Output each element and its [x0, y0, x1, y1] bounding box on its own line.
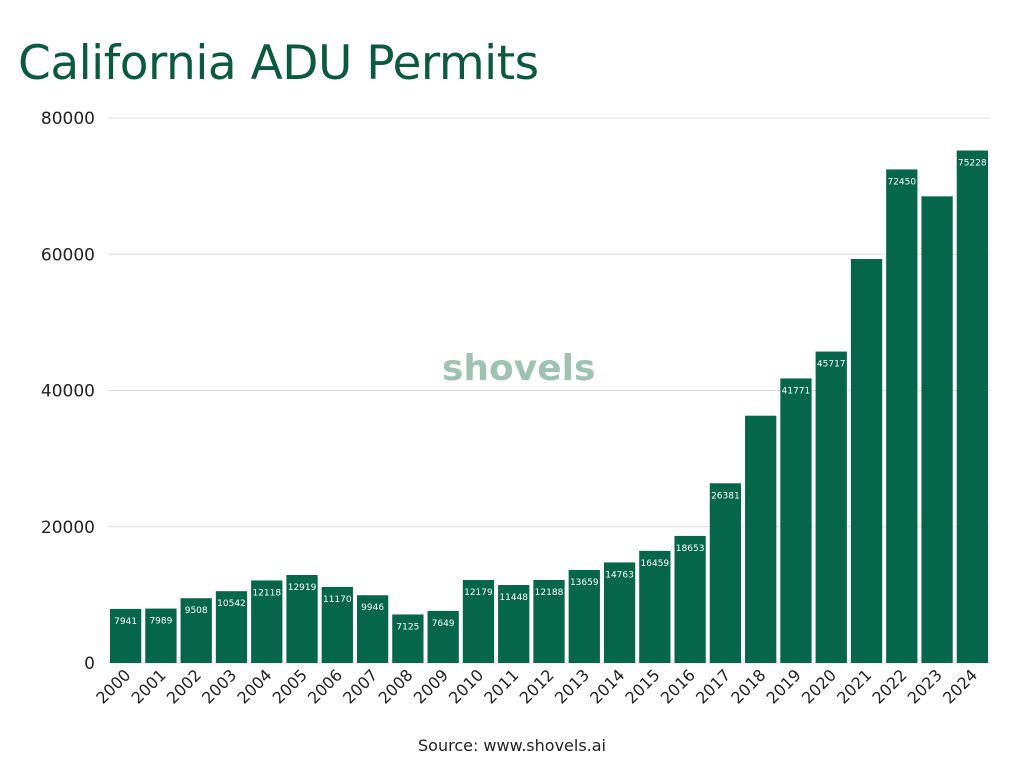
data-label-2015: 16459 [641, 559, 670, 569]
x-tick-label-2016: 2016 [657, 665, 699, 707]
x-tick-label-2001: 2001 [128, 665, 170, 707]
bar-2017 [709, 483, 742, 663]
y-tick-label: 0 [84, 654, 95, 674]
x-tick-label-2015: 2015 [621, 665, 663, 707]
data-label-2019: 41771 [782, 386, 811, 396]
x-tick-label-2008: 2008 [374, 665, 416, 707]
data-label-2010: 12179 [464, 588, 493, 598]
x-tick-label-2018: 2018 [727, 665, 769, 707]
source-note: Source: www.shovels.ai [418, 736, 606, 755]
bar-2013 [568, 569, 600, 663]
bar-2010 [462, 580, 495, 663]
data-label-2005: 12919 [288, 583, 317, 593]
shovels-logo-icon: shovels [442, 348, 595, 389]
bar-2014 [603, 562, 636, 663]
bars [110, 150, 988, 663]
x-tick-label-2022: 2022 [868, 665, 910, 707]
data-label-2002: 9508 [185, 606, 208, 616]
bar-2007 [356, 595, 389, 663]
bar-2002 [180, 598, 212, 663]
x-tick-label-2007: 2007 [339, 665, 381, 707]
watermark-text: shovels [442, 348, 595, 389]
bar-2024 [956, 150, 988, 663]
data-label-2009: 7649 [432, 619, 455, 629]
shovels-watermark-logo: shovels [442, 346, 602, 400]
x-tick-label-2024: 2024 [939, 665, 981, 707]
bar-2021 [850, 259, 883, 663]
x-tick-label-2012: 2012 [516, 665, 558, 707]
x-axis-ticks: 2000200120022003200420052006200720082009… [92, 665, 981, 707]
x-tick-label-2002: 2002 [163, 665, 205, 707]
data-label-2004: 12118 [252, 588, 281, 598]
bar-2020 [815, 351, 847, 663]
x-tick-label-2009: 2009 [410, 665, 452, 707]
x-tick-label-2003: 2003 [198, 665, 240, 707]
data-label-2003: 10542 [217, 599, 246, 609]
data-label-2006: 11170 [323, 595, 352, 605]
y-axis-ticks: 0 20000 40000 60000 80000 [41, 109, 95, 674]
x-tick-label-2010: 2010 [445, 665, 487, 707]
data-labels: 7941 7989 9508 10542 12118 12919 11170 9946 7125… [114, 159, 987, 633]
y-tick-label: 40000 [41, 382, 95, 402]
bar-2019 [780, 378, 812, 663]
x-tick-label-2004: 2004 [233, 665, 275, 707]
y-tick-label: 20000 [41, 518, 95, 538]
bar-2008 [392, 614, 424, 663]
data-label-2000: 7941 [114, 617, 137, 627]
bar-2006 [321, 586, 353, 663]
x-tick-label-2006: 2006 [304, 665, 346, 707]
bar-2016 [674, 535, 706, 663]
x-tick-label-2014: 2014 [586, 665, 628, 707]
data-label-2008: 7125 [396, 622, 419, 632]
data-label-2013: 13659 [570, 578, 599, 588]
x-tick-label-2023: 2023 [904, 665, 946, 707]
data-label-2022: 72450 [887, 177, 916, 187]
y-tick-label: 60000 [41, 245, 95, 265]
bar-2005 [286, 574, 318, 663]
x-tick-label-2017: 2017 [692, 665, 734, 707]
x-tick-label-2019: 2019 [763, 665, 805, 707]
data-label-2011: 11448 [499, 593, 528, 603]
bar-2015 [639, 550, 671, 663]
bar-2023 [921, 196, 953, 663]
x-tick-label-2005: 2005 [269, 665, 311, 707]
data-label-2012: 12188 [535, 588, 564, 598]
data-label-2001: 7989 [149, 617, 172, 627]
data-label-2020: 45717 [817, 360, 846, 370]
x-tick-label-2020: 2020 [798, 665, 840, 707]
data-label-2016: 18653 [676, 544, 705, 554]
x-tick-label-2000: 2000 [92, 665, 134, 707]
bar-2018 [745, 415, 777, 663]
data-label-2017: 26381 [711, 491, 740, 501]
data-label-2014: 14763 [605, 570, 634, 580]
data-label-2007: 9946 [361, 603, 384, 613]
bar-2001 [145, 608, 177, 663]
bar-2003 [215, 591, 248, 663]
bar-2004 [251, 580, 283, 663]
y-tick-label: 80000 [41, 109, 95, 129]
x-tick-label-2013: 2013 [551, 665, 593, 707]
data-label-2024: 75228 [958, 159, 987, 169]
bar-2000 [110, 608, 142, 663]
x-tick-label-2011: 2011 [480, 665, 522, 707]
bar-2009 [427, 610, 459, 663]
bar-2022 [886, 169, 918, 663]
chart-title: California ADU Permits [18, 36, 539, 91]
bar-2012 [533, 579, 565, 663]
x-tick-label-2021: 2021 [833, 665, 875, 707]
bar-2011 [498, 585, 530, 663]
